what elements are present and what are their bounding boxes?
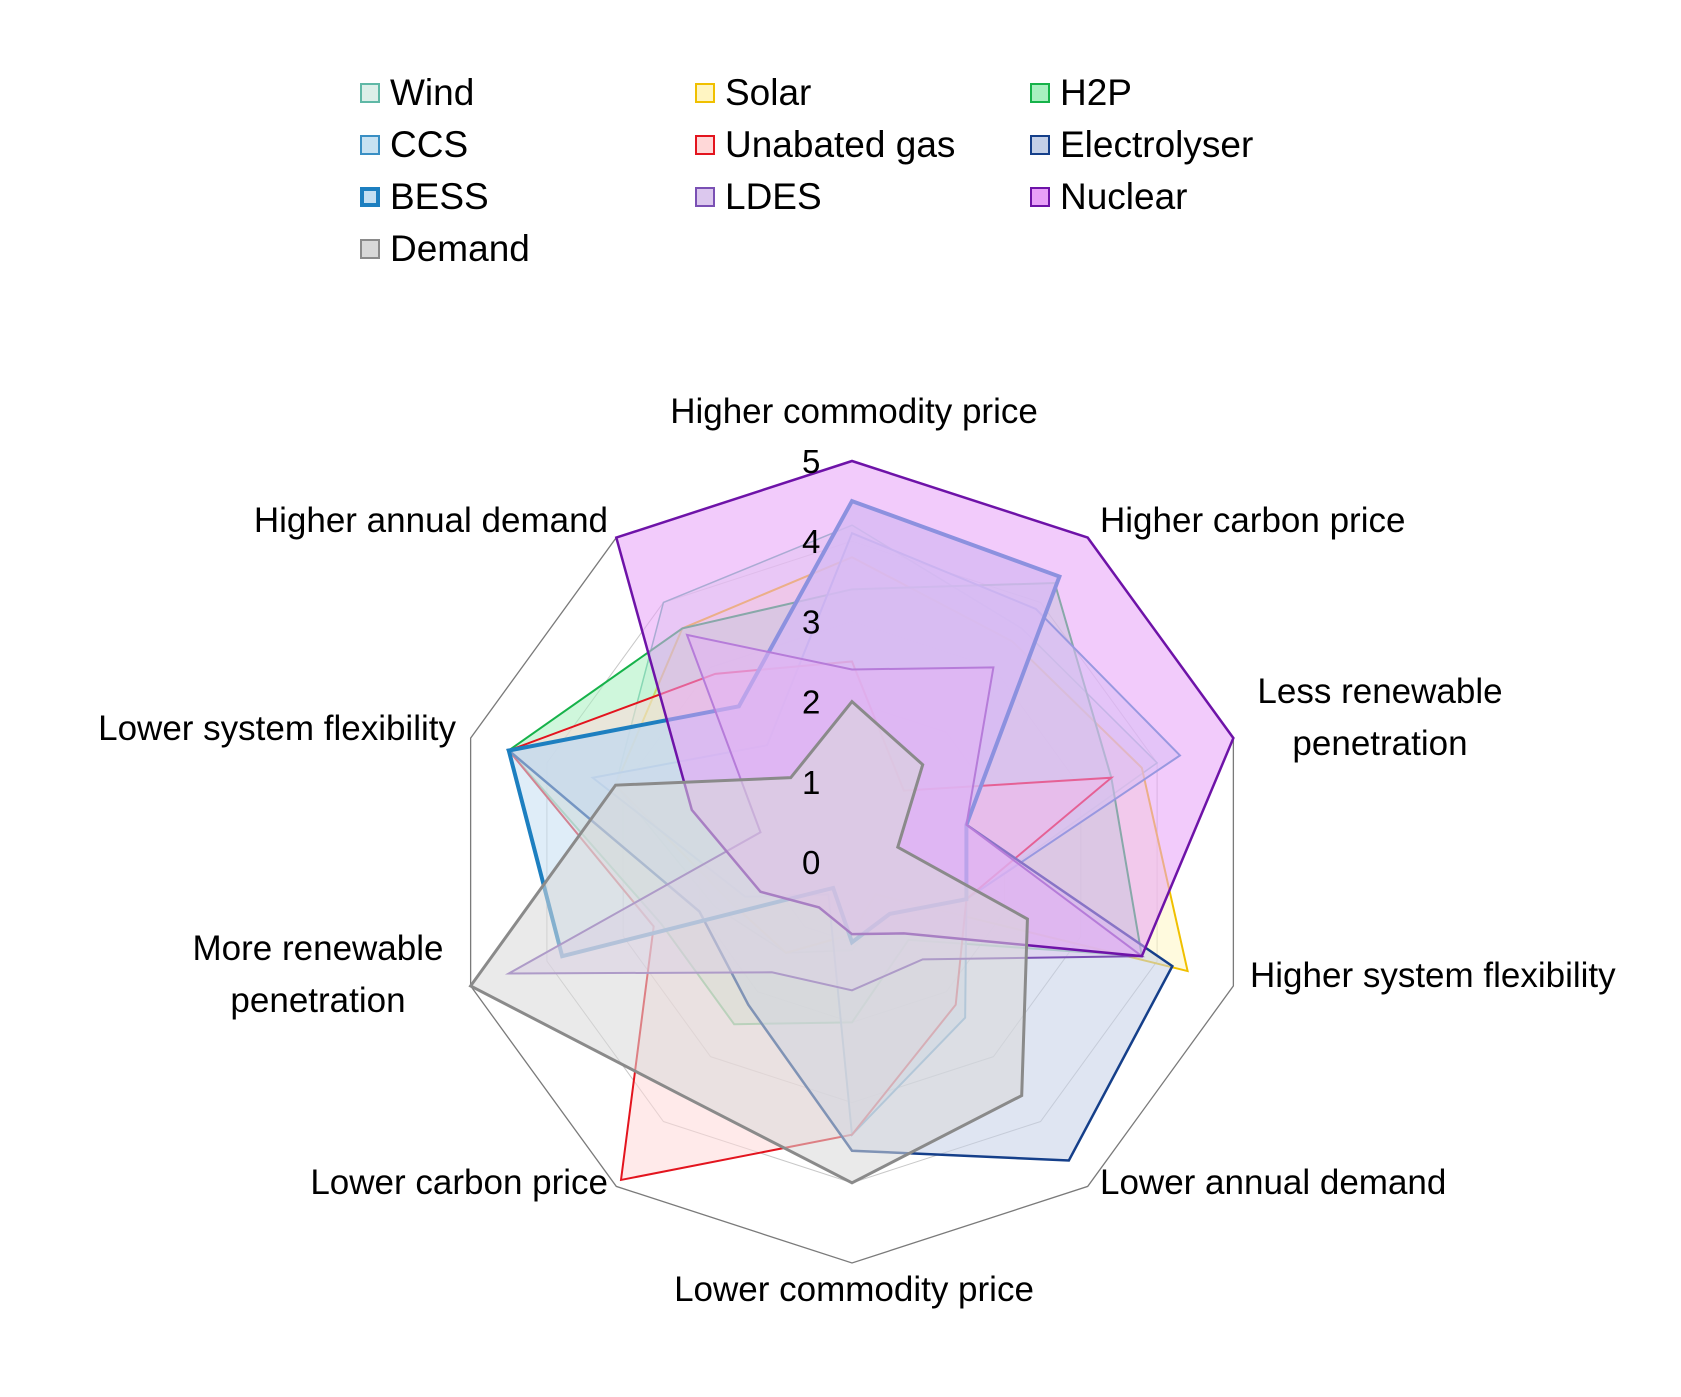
axis-label: Higher system flexibility — [1250, 956, 1616, 995]
legend-swatch — [1030, 187, 1050, 207]
tick-label: 5 — [802, 443, 820, 480]
legend-swatch — [1030, 83, 1050, 103]
legend-swatch — [1030, 135, 1050, 155]
legend-swatch — [360, 83, 380, 103]
legend-label: H2P — [1060, 72, 1132, 113]
legend-swatch — [695, 135, 715, 155]
series-polygon-demand — [468, 699, 1029, 1185]
legend-item-demand: Demand — [360, 228, 530, 270]
axis-label: Higher commodity price — [670, 392, 1038, 431]
legend-label: Electrolyser — [1060, 124, 1254, 165]
legend-label: Demand — [390, 228, 530, 269]
legend-label: Nuclear — [1060, 176, 1188, 217]
axis-label: Lower system flexibility — [98, 709, 456, 748]
legend-swatch — [360, 187, 380, 207]
legend-label: Wind — [390, 72, 475, 113]
axis-label: Higher annual demand — [254, 501, 608, 540]
legend-label: Unabated gas — [725, 124, 956, 165]
legend-label: Solar — [725, 72, 812, 113]
tick-label: 1 — [802, 764, 820, 801]
legend-item-ldes: LDES — [695, 176, 822, 218]
legend-swatch — [360, 135, 380, 155]
tick-label: 2 — [802, 684, 820, 721]
axis-label: More renewable penetration — [193, 929, 444, 1020]
tick-label: 0 — [802, 844, 820, 881]
axis-label: Lower annual demand — [1100, 1163, 1446, 1202]
legend-item-wind: Wind — [360, 72, 474, 114]
axis-label: Lower commodity price — [674, 1270, 1034, 1309]
legend-label: LDES — [725, 176, 822, 217]
axis-label: Lower carbon price — [310, 1163, 608, 1202]
legend-item-h2p: H2P — [1030, 72, 1132, 114]
legend-label: CCS — [390, 124, 469, 165]
legend-swatch — [695, 83, 715, 103]
legend-item-ccs: CCS — [360, 124, 468, 166]
axis-label: Higher carbon price — [1100, 501, 1405, 540]
legend-swatch — [695, 187, 715, 207]
tick-label: 4 — [802, 523, 820, 560]
axis-label: Less renewable penetration — [1257, 672, 1502, 763]
legend-item-solar: Solar — [695, 72, 811, 114]
legend-item-electrolyser: Electrolyser — [1030, 124, 1253, 166]
legend-label: BESS — [390, 176, 489, 217]
legend-item-bess: BESS — [360, 176, 489, 218]
legend-item-nuclear: Nuclear — [1030, 176, 1188, 218]
legend-item-unabated-gas: Unabated gas — [695, 124, 955, 166]
legend: Wind Solar H2P CCS Unabated gas Electrolyser B… — [360, 72, 1320, 292]
legend-swatch — [360, 239, 380, 259]
tick-label: 3 — [802, 603, 820, 640]
